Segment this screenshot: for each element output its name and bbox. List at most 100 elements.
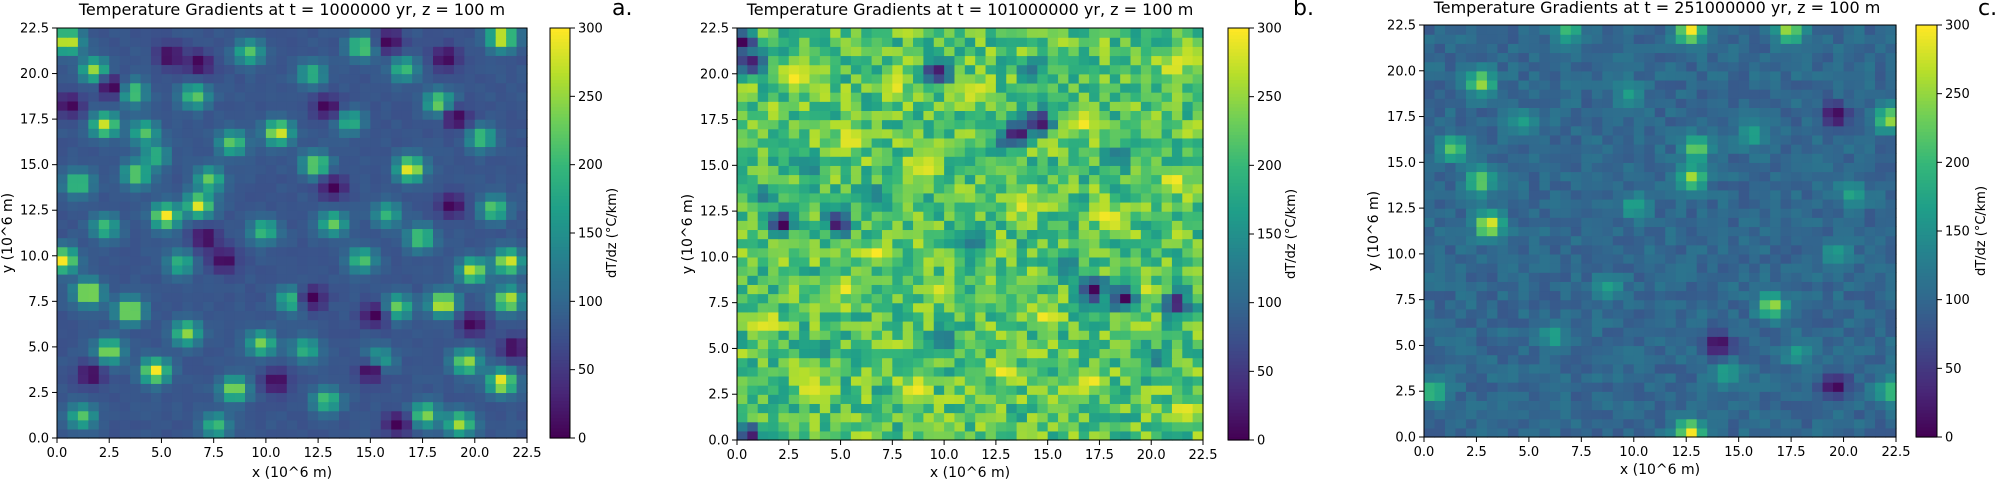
heatmap-cell <box>495 91 507 102</box>
heatmap-cell <box>1130 201 1142 212</box>
heatmap-cell <box>954 174 966 185</box>
heatmap-cell <box>892 211 904 221</box>
heatmap-cell <box>1016 394 1028 404</box>
heatmap-cell <box>391 237 403 248</box>
heatmap-cell <box>359 73 371 84</box>
heatmap-cell <box>349 337 361 348</box>
heatmap-cell <box>1171 357 1183 368</box>
heatmap-cell <box>318 292 330 302</box>
heatmap-cell <box>1854 400 1866 411</box>
heatmap-cell <box>923 220 935 231</box>
heatmap-cell <box>1686 372 1698 383</box>
heatmap-cell <box>506 228 518 239</box>
heatmap-cell <box>88 155 100 166</box>
heatmap-cell <box>182 246 194 257</box>
heatmap-cell <box>1759 345 1771 356</box>
heatmap-cell <box>380 91 392 102</box>
heatmap-cell <box>964 82 976 93</box>
heatmap-cell <box>830 110 842 121</box>
heatmap-cell <box>975 394 987 404</box>
heatmap-cell <box>276 237 288 248</box>
heatmap-cell <box>234 383 246 394</box>
heatmap-cell <box>495 46 507 56</box>
heatmap-cell <box>422 228 434 239</box>
heatmap-cell <box>1854 372 1866 383</box>
heatmap-cell <box>850 64 862 75</box>
heatmap-cell <box>67 182 79 193</box>
heatmap-cell <box>985 229 997 240</box>
heatmap-cell <box>850 357 862 368</box>
heatmap-cell <box>757 28 769 38</box>
heatmap-cell <box>359 110 371 120</box>
heatmap-cell <box>964 201 976 212</box>
heatmap-cell <box>768 192 780 203</box>
heatmap-cell <box>778 348 790 359</box>
heatmap-cell <box>412 392 424 403</box>
heatmap-cell <box>391 37 403 47</box>
heatmap-cell <box>130 264 142 275</box>
colorbar-segment <box>1228 144 1249 149</box>
heatmap-cell <box>1140 92 1152 102</box>
heatmap-cell <box>1717 336 1729 347</box>
heatmap-cell <box>954 110 966 121</box>
heatmap-cell <box>1016 55 1028 66</box>
heatmap-cell <box>799 73 811 84</box>
heatmap-cell <box>975 375 987 386</box>
heatmap-cell <box>809 119 821 130</box>
heatmap-cell <box>1843 345 1855 356</box>
heatmap-cell <box>1089 82 1101 93</box>
heatmap-cell <box>401 255 413 266</box>
heatmap-cell <box>1665 409 1677 420</box>
heatmap-cell <box>276 182 288 193</box>
heatmap-cell <box>98 283 110 293</box>
heatmap-cell <box>933 55 945 66</box>
heatmap-cell <box>757 375 769 386</box>
heatmap-cell <box>286 192 298 202</box>
heatmap-cell <box>245 392 257 403</box>
heatmap-cell <box>1078 183 1090 194</box>
heatmap-cell <box>359 392 371 403</box>
heatmap-cell <box>318 64 330 75</box>
heatmap-cell <box>923 421 935 432</box>
heatmap-cell <box>1026 174 1038 185</box>
heatmap-cell <box>182 100 194 111</box>
heatmap-cell <box>881 430 893 441</box>
heatmap-cell <box>182 264 194 275</box>
heatmap-cell <box>307 283 319 293</box>
heatmap-cell <box>1078 211 1090 221</box>
heatmap-cell <box>1037 37 1049 47</box>
heatmap-cell <box>819 366 831 377</box>
heatmap-cell <box>1058 137 1069 148</box>
heatmap-cell <box>67 91 79 102</box>
heatmap-cell <box>391 419 403 430</box>
heatmap-cell <box>412 310 424 321</box>
heatmap-cell <box>151 155 163 166</box>
heatmap-cell <box>245 110 257 120</box>
colorbar-segment <box>1228 374 1249 379</box>
heatmap-cell <box>1801 354 1813 365</box>
heatmap-cell <box>203 274 215 284</box>
heatmap-cell <box>380 274 392 284</box>
heatmap-cell <box>985 339 997 350</box>
heatmap-cell <box>819 348 831 359</box>
heatmap-cell <box>923 247 935 258</box>
heatmap-cell <box>391 292 403 302</box>
heatmap-cell <box>840 302 852 313</box>
heatmap-cell <box>1006 293 1018 304</box>
heatmap-cell <box>819 73 831 84</box>
heatmap-cell <box>747 375 759 386</box>
heatmap-cell <box>453 201 465 211</box>
heatmap-cell <box>861 412 873 423</box>
heatmap-cell <box>850 320 862 331</box>
heatmap-cell <box>850 101 862 111</box>
heatmap-cell <box>255 392 267 403</box>
heatmap-cell <box>213 100 225 111</box>
heatmap-cell <box>1078 320 1090 331</box>
heatmap-cell <box>933 247 945 258</box>
heatmap-cell <box>88 283 100 293</box>
heatmap-cell <box>1078 137 1090 148</box>
heatmap-cell <box>768 46 780 57</box>
heatmap-cell <box>799 174 811 185</box>
heatmap-cell <box>757 192 769 203</box>
panel-a: Temperature Gradients at t = 1000000 yr,… <box>0 0 632 481</box>
